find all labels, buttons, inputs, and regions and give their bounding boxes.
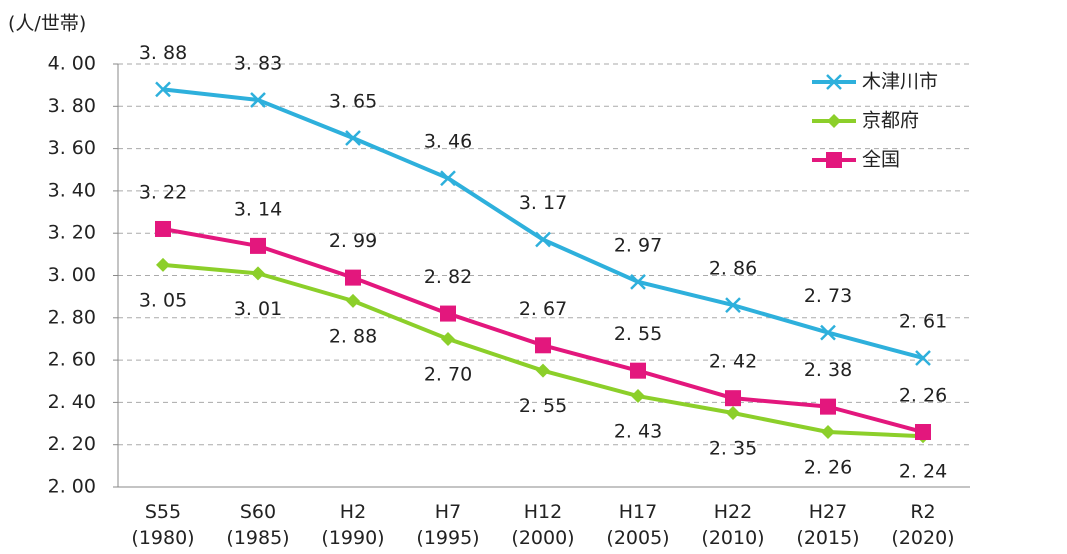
marker-square — [630, 362, 646, 379]
data-label: 3. 65 — [329, 91, 377, 113]
marker-x — [155, 81, 171, 98]
marker-square — [826, 152, 842, 168]
marker-square — [725, 390, 741, 407]
data-label: 2. 26 — [899, 385, 947, 407]
marker-x — [630, 273, 646, 290]
x-tick-label: H7 (1995) — [416, 501, 480, 549]
marker-x — [440, 170, 456, 187]
data-label: 3. 22 — [139, 181, 187, 203]
x-tick-label: H17 (2005) — [606, 501, 670, 549]
y-tick-label: 2. 60 — [48, 349, 96, 371]
data-label: 3. 46 — [424, 131, 472, 153]
y-tick-label: 4. 00 — [48, 53, 96, 75]
marker-square — [915, 424, 931, 441]
data-label: 2. 86 — [709, 258, 757, 280]
y-tick-label: 3. 20 — [48, 222, 96, 244]
marker-stroke — [630, 273, 646, 290]
y-tick-label: 2. 00 — [48, 476, 96, 498]
x-tick-label: R2 (2020) — [891, 501, 955, 549]
data-label: 3. 17 — [519, 192, 567, 214]
marker-square — [820, 398, 836, 415]
marker-diamond — [821, 425, 835, 440]
data-label: 3. 05 — [139, 289, 187, 311]
x-tick-label: S60 (1985) — [226, 501, 290, 549]
data-label: 3. 01 — [234, 298, 282, 320]
marker-square — [345, 269, 361, 286]
marker-stroke — [440, 170, 456, 187]
data-label: 2. 97 — [614, 234, 662, 256]
y-axis-label: (人/世帯) — [8, 13, 86, 35]
data-label: 2. 24 — [899, 461, 947, 483]
marker-diamond — [346, 293, 360, 308]
data-label: 2. 61 — [899, 310, 947, 332]
marker-x — [535, 231, 551, 248]
y-tick-label: 2. 80 — [48, 306, 96, 328]
data-label: 2. 82 — [424, 266, 472, 288]
data-label: 2. 26 — [804, 457, 852, 479]
marker-square — [155, 220, 171, 237]
data-label: 2. 35 — [709, 437, 757, 459]
y-tick-label: 3. 40 — [48, 179, 96, 201]
data-label: 2. 99 — [329, 230, 377, 252]
marker-x — [725, 297, 741, 313]
marker-diamond — [156, 257, 170, 272]
marker-x — [345, 130, 361, 146]
data-label: 2. 38 — [804, 359, 852, 381]
marker-square — [440, 305, 456, 322]
legend-label: 京都府 — [862, 110, 919, 132]
marker-x — [826, 74, 842, 90]
legend-label: 全国 — [862, 149, 900, 171]
marker-x — [915, 350, 931, 366]
x-tick-label: H27 (2015) — [796, 501, 860, 549]
y-tick-label: 3. 00 — [48, 264, 96, 286]
marker-stroke — [250, 92, 266, 108]
data-label: 2. 55 — [614, 323, 662, 345]
marker-stroke — [535, 231, 551, 248]
marker-stroke — [915, 350, 931, 366]
marker-diamond — [631, 389, 645, 404]
data-label: 2. 42 — [709, 351, 757, 373]
marker-stroke — [155, 81, 171, 98]
y-tick-label: 3. 80 — [48, 95, 96, 117]
marker-x — [250, 92, 266, 108]
marker-square — [250, 237, 266, 254]
data-label: 3. 88 — [139, 42, 187, 64]
marker-diamond — [441, 331, 455, 346]
marker-diamond — [251, 266, 265, 281]
legend-label: 木津川市 — [862, 71, 938, 93]
y-tick-label: 2. 20 — [48, 433, 96, 455]
marker-square — [535, 337, 551, 354]
data-label: 3. 83 — [234, 52, 282, 74]
marker-stroke — [345, 130, 361, 146]
data-label: 3. 14 — [234, 198, 282, 220]
x-tick-label: H22 (2010) — [701, 501, 765, 549]
x-tick-label: H2 (1990) — [321, 501, 385, 549]
data-label: 2. 88 — [329, 325, 377, 347]
x-tick-label: H12 (2000) — [511, 501, 575, 549]
y-tick-label: 2. 40 — [48, 391, 96, 413]
y-tick-label: 3. 60 — [48, 137, 96, 159]
marker-diamond — [726, 405, 740, 420]
data-label: 2. 55 — [519, 395, 567, 417]
marker-stroke — [725, 297, 741, 313]
data-label: 2. 67 — [519, 298, 567, 320]
data-label: 2. 73 — [804, 285, 852, 307]
marker-x — [820, 324, 836, 341]
marker-diamond — [536, 363, 550, 378]
marker-stroke — [826, 74, 842, 90]
data-label: 2. 70 — [424, 363, 472, 385]
marker-stroke — [820, 324, 836, 341]
marker-diamond — [827, 114, 841, 128]
data-label: 2. 43 — [614, 421, 662, 443]
x-tick-label: S55 (1980) — [131, 501, 195, 549]
